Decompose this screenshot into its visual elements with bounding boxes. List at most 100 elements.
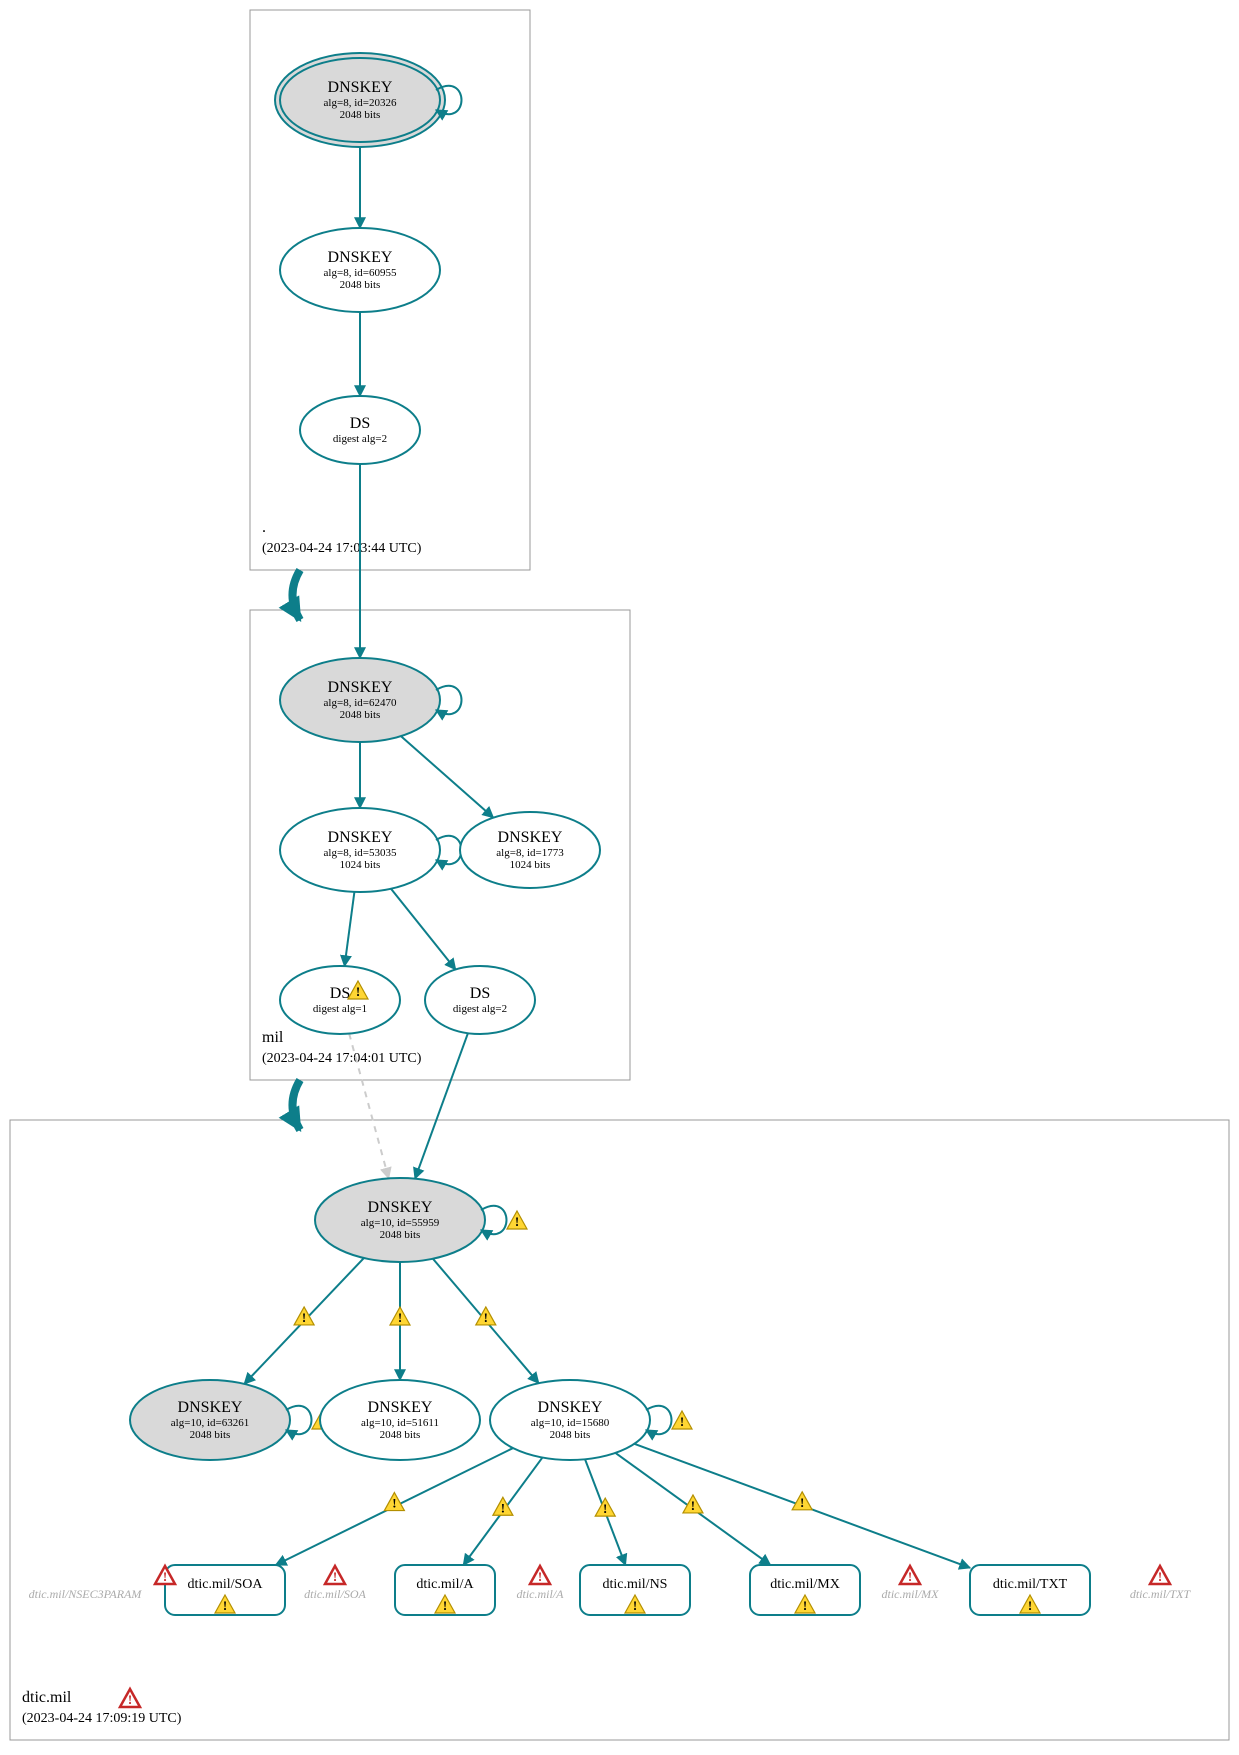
svg-text:alg=10, id=15680: alg=10, id=15680 <box>531 1417 610 1429</box>
svg-text:DNSKEY: DNSKEY <box>328 829 393 846</box>
svg-text:alg=8, id=53035: alg=8, id=53035 <box>324 847 397 859</box>
node-rr_mx: dtic.mil/MX! <box>750 1565 860 1615</box>
warning-icon: ! <box>595 1498 615 1516</box>
node-rr_a: dtic.mil/A! <box>395 1565 495 1615</box>
svg-text:alg=8, id=62470: alg=8, id=62470 <box>324 697 397 709</box>
svg-text:!: ! <box>501 1500 505 1515</box>
svg-text:!: ! <box>691 1498 695 1513</box>
node-m_zsk2: DNSKEYalg=8, id=17731024 bits <box>460 812 600 888</box>
node-dim_soa: dtic.mil/SOA <box>304 1587 366 1601</box>
svg-text:dtic.mil/SOA: dtic.mil/SOA <box>304 1587 366 1601</box>
node-m_ds2: DSdigest alg=2 <box>425 966 535 1034</box>
svg-text:digest alg=2: digest alg=2 <box>333 433 387 445</box>
svg-text:!: ! <box>302 1310 306 1325</box>
svg-text:DNSKEY: DNSKEY <box>498 829 563 846</box>
svg-text:!: ! <box>1028 1598 1032 1613</box>
warning-icon: ! <box>390 1307 410 1325</box>
node-rr_ns: dtic.mil/NS! <box>580 1565 690 1615</box>
svg-text:!: ! <box>800 1495 804 1510</box>
svg-text:digest alg=2: digest alg=2 <box>453 1003 507 1015</box>
svg-text:DNSKEY: DNSKEY <box>538 1399 603 1416</box>
node-rr_txt: dtic.mil/TXT! <box>970 1565 1090 1615</box>
svg-text:!: ! <box>484 1310 488 1325</box>
svg-text:.: . <box>262 519 266 536</box>
warning-icon: ! <box>507 1211 527 1229</box>
svg-text:DNSKEY: DNSKEY <box>178 1399 243 1416</box>
svg-text:dtic.mil/TXT: dtic.mil/TXT <box>1130 1587 1192 1601</box>
svg-text:DS: DS <box>470 985 490 1002</box>
node-dim_a: dtic.mil/A <box>517 1587 565 1601</box>
error-icon: ! <box>900 1566 920 1584</box>
svg-text:!: ! <box>1158 1569 1162 1584</box>
node-m_ds1: DSdigest alg=1! <box>280 966 400 1034</box>
node-r_ksk: DNSKEYalg=8, id=203262048 bits <box>275 53 462 147</box>
svg-text:alg=10, id=63261: alg=10, id=63261 <box>171 1417 249 1429</box>
svg-text:DNSKEY: DNSKEY <box>328 679 393 696</box>
warning-icon: ! <box>294 1307 314 1325</box>
svg-text:2048 bits: 2048 bits <box>340 709 381 721</box>
svg-text:!: ! <box>515 1214 519 1229</box>
node-dim_mx: dtic.mil/MX <box>882 1587 940 1601</box>
svg-text:!: ! <box>398 1310 402 1325</box>
svg-text:1024 bits: 1024 bits <box>510 859 551 871</box>
svg-text:!: ! <box>333 1569 337 1584</box>
svg-text:alg=8, id=20326: alg=8, id=20326 <box>324 97 397 109</box>
svg-text:2048 bits: 2048 bits <box>380 1429 421 1441</box>
svg-text:DS: DS <box>350 415 370 432</box>
svg-text:digest alg=1: digest alg=1 <box>313 1003 367 1015</box>
node-d_k3: DNSKEYalg=10, id=156802048 bits! <box>490 1380 692 1460</box>
svg-text:alg=8, id=60955: alg=8, id=60955 <box>324 267 397 279</box>
node-dim_nsec: dtic.mil/NSEC3PARAM <box>29 1587 143 1601</box>
warning-icon: ! <box>672 1411 692 1429</box>
svg-text:mil: mil <box>262 1029 284 1046</box>
error-icon: ! <box>1150 1566 1170 1584</box>
svg-text:!: ! <box>356 984 360 999</box>
svg-text:!: ! <box>392 1496 396 1511</box>
svg-text:alg=10, id=51611: alg=10, id=51611 <box>361 1417 439 1429</box>
svg-text:!: ! <box>128 1692 132 1707</box>
svg-text:!: ! <box>680 1414 684 1429</box>
svg-text:(2023-04-24 17:03:44 UTC): (2023-04-24 17:03:44 UTC) <box>262 541 422 556</box>
svg-text:alg=10, id=55959: alg=10, id=55959 <box>361 1217 440 1229</box>
node-d_k2: DNSKEYalg=10, id=516112048 bits <box>320 1380 480 1460</box>
warning-icon: ! <box>384 1493 404 1511</box>
svg-text:dtic.mil/SOA: dtic.mil/SOA <box>187 1577 263 1592</box>
svg-text:!: ! <box>803 1598 807 1613</box>
error-icon: ! <box>325 1566 345 1584</box>
svg-text:(2023-04-24 17:04:01 UTC): (2023-04-24 17:04:01 UTC) <box>262 1051 422 1066</box>
svg-text:!: ! <box>603 1501 607 1516</box>
svg-text:alg=8, id=1773: alg=8, id=1773 <box>496 847 564 859</box>
node-d_ksk: DNSKEYalg=10, id=559592048 bits! <box>315 1178 527 1262</box>
svg-text:2048 bits: 2048 bits <box>190 1429 231 1441</box>
node-r_zsk: DNSKEYalg=8, id=609552048 bits <box>280 228 440 312</box>
svg-text:!: ! <box>163 1569 167 1584</box>
warning-icon: ! <box>493 1497 513 1515</box>
svg-text:2048 bits: 2048 bits <box>550 1429 591 1441</box>
error-icon: ! <box>120 1689 140 1707</box>
svg-text:!: ! <box>223 1598 227 1613</box>
svg-text:2048 bits: 2048 bits <box>340 279 381 291</box>
svg-text:dtic.mil/TXT: dtic.mil/TXT <box>993 1577 1068 1592</box>
svg-text:2048 bits: 2048 bits <box>380 1229 421 1241</box>
svg-text:!: ! <box>908 1569 912 1584</box>
svg-text:!: ! <box>633 1598 637 1613</box>
dnssec-graph: . (2023-04-24 17:03:44 UTC) mil (2023-04-24… <box>0 0 1239 1755</box>
node-m_zsk: DNSKEYalg=8, id=530351024 bits <box>280 808 462 892</box>
svg-text:dtic.mil: dtic.mil <box>22 1689 72 1706</box>
node-rr_soa: dtic.mil/SOA! <box>165 1565 285 1615</box>
svg-text:!: ! <box>538 1569 542 1584</box>
node-dim_txt: dtic.mil/TXT <box>1130 1587 1192 1601</box>
node-d_k1: DNSKEYalg=10, id=632612048 bits! <box>130 1380 332 1460</box>
svg-text:dtic.mil/A: dtic.mil/A <box>517 1587 565 1601</box>
svg-text:dtic.mil/MX: dtic.mil/MX <box>770 1577 840 1592</box>
svg-text:DNSKEY: DNSKEY <box>368 1399 433 1416</box>
svg-text:dtic.mil/A: dtic.mil/A <box>416 1577 474 1592</box>
nodes: DNSKEYalg=8, id=203262048 bitsDNSKEYalg=… <box>29 53 1192 1615</box>
svg-text:DNSKEY: DNSKEY <box>328 79 393 96</box>
node-m_ksk: DNSKEYalg=8, id=624702048 bits <box>280 658 462 742</box>
svg-text:dtic.mil/NS: dtic.mil/NS <box>603 1577 668 1592</box>
svg-text:DNSKEY: DNSKEY <box>368 1199 433 1216</box>
warning-icon: ! <box>792 1492 812 1510</box>
error-icon: ! <box>530 1566 550 1584</box>
svg-text:(2023-04-24 17:09:19 UTC): (2023-04-24 17:09:19 UTC) <box>22 1711 182 1726</box>
